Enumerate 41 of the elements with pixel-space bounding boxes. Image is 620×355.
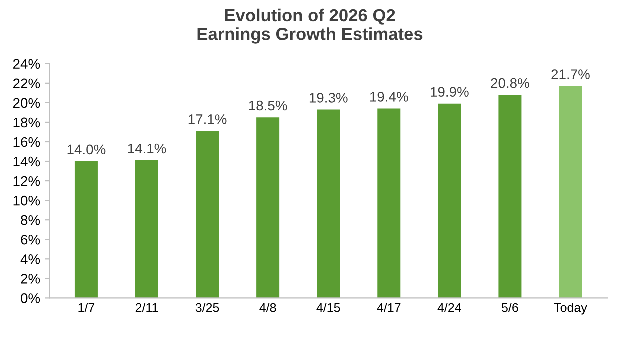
y-tick-label: 14%: [14, 156, 40, 167]
data-label: 21.7%: [552, 70, 590, 80]
bar: [135, 160, 158, 298]
y-tick-label: 12%: [14, 176, 40, 186]
y-tick-label: 8%: [21, 215, 40, 226]
x-tick-label: 4/24: [438, 303, 462, 312]
bar: [74, 162, 98, 298]
data-label: 19.4%: [370, 92, 408, 102]
y-tick-label: 18%: [14, 118, 40, 128]
data-label: 19.3%: [310, 93, 348, 103]
y-tick-label: 0%: [21, 294, 40, 304]
x-tick-label: 1/7: [78, 303, 95, 312]
y-tick-label: 6%: [21, 234, 40, 245]
x-tick-label: 4/8: [260, 303, 276, 312]
bar: [559, 86, 582, 298]
data-label: 19.9%: [431, 87, 469, 98]
x-tick-label: 4/15: [316, 303, 340, 312]
bar: [378, 108, 401, 298]
x-tick-label: 2/11: [136, 303, 158, 312]
y-tick-label: 20%: [13, 98, 40, 108]
x-tick-label: Today: [554, 303, 588, 315]
data-label: 20.8%: [491, 78, 530, 88]
data-label: 18.5%: [249, 100, 288, 111]
data-label: 17.1%: [188, 114, 227, 124]
bar: [196, 131, 220, 298]
y-tick-label: 4%: [20, 254, 40, 264]
x-tick-label: 4/17: [377, 303, 401, 312]
bar: [438, 104, 462, 298]
bar: [498, 95, 522, 298]
y-tick-label: 2%: [21, 274, 40, 284]
y-tick-label: 24%: [13, 59, 40, 70]
x-tick-label: 3/25: [196, 303, 220, 312]
x-tick-label: 5/6: [502, 303, 518, 312]
bar: [317, 110, 340, 298]
data-label: 14.0%: [68, 144, 106, 155]
y-tick-label: 10%: [14, 196, 40, 206]
chart-title: Evolution of 2026 Q2 Earnings Growth Estimates: [198, 8, 423, 44]
y-tick-label: 16%: [14, 137, 40, 148]
y-tick-label: 22%: [13, 78, 40, 89]
bar: [256, 118, 280, 298]
data-label: 14.1%: [128, 144, 166, 154]
